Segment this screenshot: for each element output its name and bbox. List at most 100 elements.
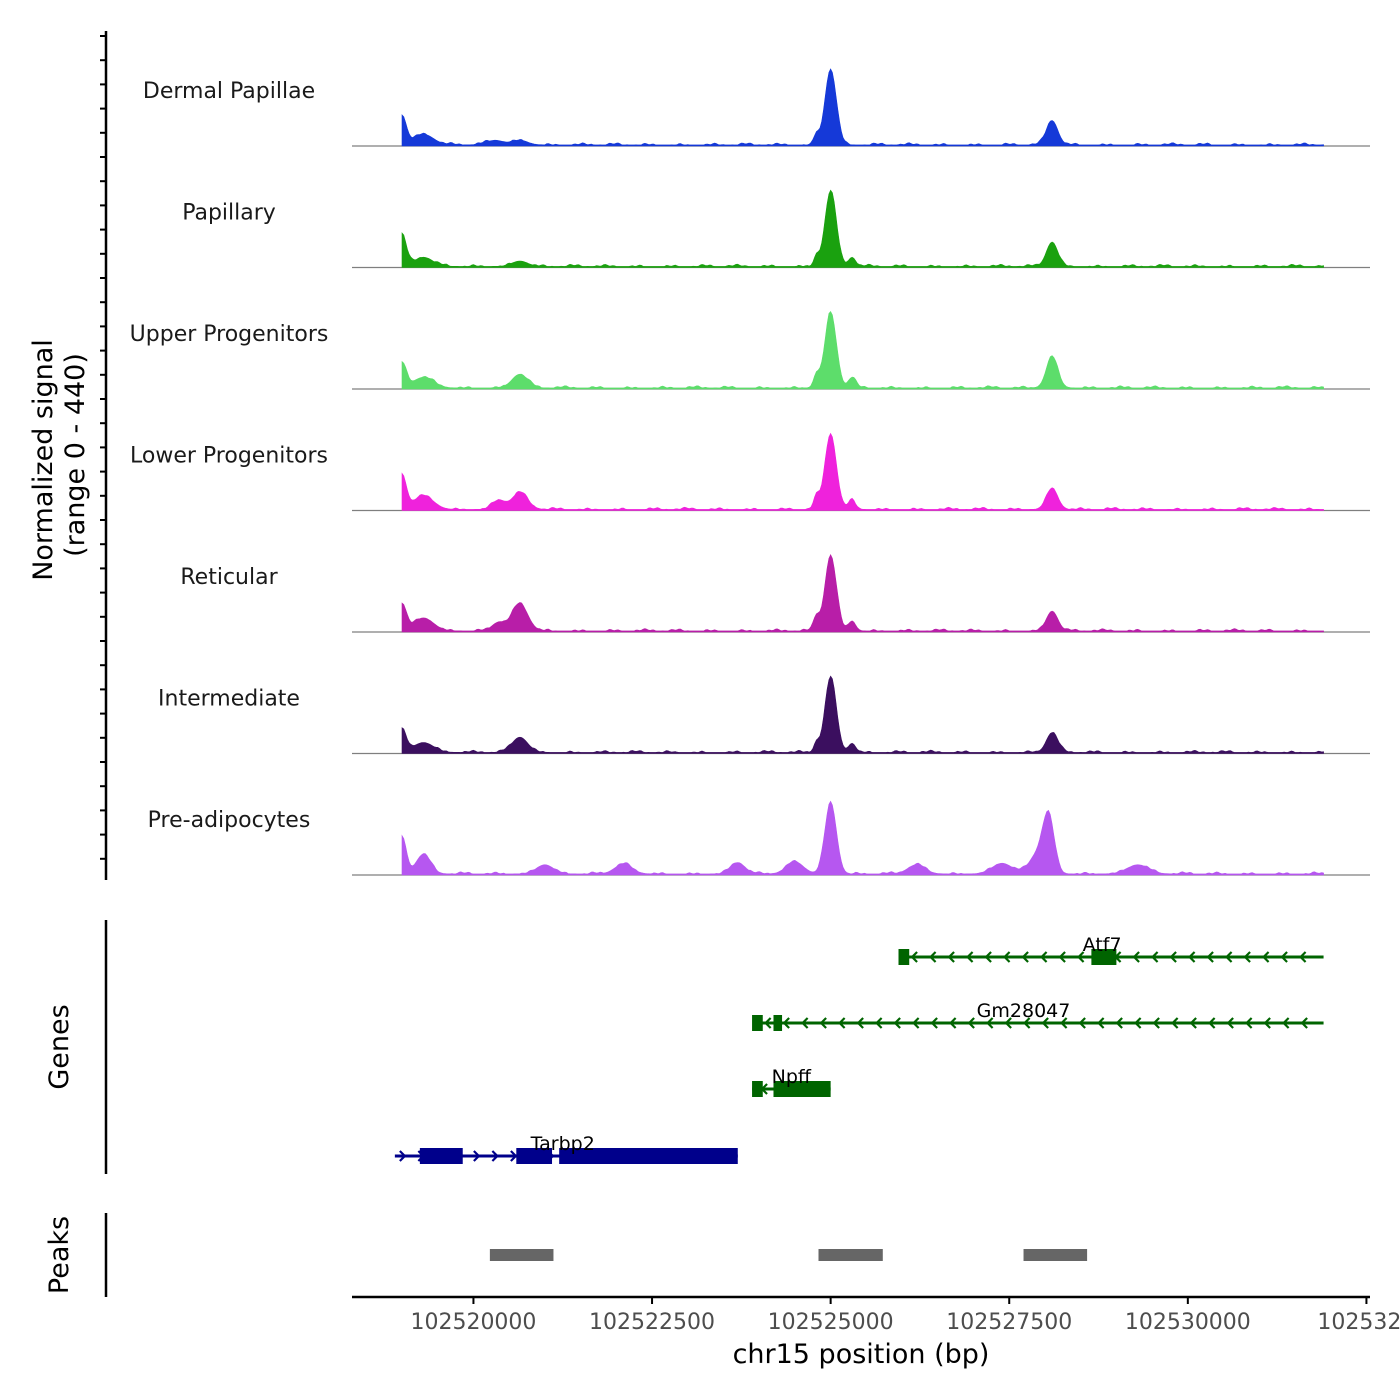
strand-arrow <box>1208 1017 1216 1029</box>
x-tick-label: 102527500 <box>946 1310 1072 1335</box>
strand-arrow <box>1225 951 1233 963</box>
strand-arrow <box>1243 951 1251 963</box>
peak-region <box>1023 1249 1088 1261</box>
x-axis-title: chr15 position (bp) <box>733 1339 990 1370</box>
y-axis-title: Normalized signal <box>28 339 59 581</box>
exon <box>752 1081 763 1097</box>
gene-model: Gm28047 <box>752 1000 1324 1031</box>
strand-arrow <box>510 1150 518 1162</box>
peak-region <box>818 1249 883 1261</box>
strand-arrow <box>1299 951 1307 963</box>
gene-track: Atf7 Gm28047 Npff Tarbp2 <box>394 934 1324 1164</box>
strand-arrow <box>947 951 955 963</box>
track-label: Reticular <box>180 565 278 590</box>
signal-axis-ticks <box>100 35 106 860</box>
gene-label: Atf7 <box>1083 934 1122 956</box>
y-axis-range: (range 0 - 440) <box>60 353 91 557</box>
gene-model: Atf7 <box>898 934 1324 965</box>
signal-track: Pre-adipocytes <box>148 800 1370 876</box>
strand-arrow <box>1115 1017 1123 1029</box>
strand-arrow <box>838 1017 846 1029</box>
strand-arrow <box>1280 951 1288 963</box>
strand-arrow <box>949 1017 957 1029</box>
strand-arrow <box>1151 951 1159 963</box>
peak-region <box>489 1249 554 1261</box>
strand-arrow <box>1132 951 1140 963</box>
strand-arrow <box>782 1017 790 1029</box>
strand-arrow <box>984 951 992 963</box>
strand-arrow <box>966 951 974 963</box>
genes-axis-title: Genes <box>44 1004 75 1089</box>
strand-arrow <box>1004 1017 1012 1029</box>
signal-area <box>401 310 1324 390</box>
signal-area <box>401 189 1324 268</box>
x-tick-label: 102520000 <box>410 1310 536 1335</box>
strand-arrow <box>893 1017 901 1029</box>
exon <box>773 1081 831 1097</box>
strand-arrow <box>1189 1017 1197 1029</box>
track-label: Pre-adipocytes <box>148 808 311 833</box>
signal-track: Upper Progenitors <box>130 310 1370 390</box>
strand-arrow <box>967 1017 975 1029</box>
gene-label: Tarbp2 <box>530 1133 595 1155</box>
signal-area <box>401 432 1324 511</box>
strand-arrow <box>1078 1017 1086 1029</box>
strand-arrow <box>1003 951 1011 963</box>
strand-arrow <box>1097 1017 1105 1029</box>
strand-arrow <box>1282 1017 1290 1029</box>
strand-arrow <box>1245 1017 1253 1029</box>
exon <box>419 1148 463 1164</box>
track-label: Lower Progenitors <box>130 444 328 469</box>
strand-arrow <box>910 951 918 963</box>
strand-arrow <box>1171 1017 1179 1029</box>
signal-area <box>401 800 1324 876</box>
signal-track: Reticular <box>180 553 1370 633</box>
strand-arrow <box>1300 1017 1308 1029</box>
signal-area <box>401 553 1324 633</box>
strand-arrow <box>1077 951 1085 963</box>
strand-arrow <box>1060 1017 1068 1029</box>
x-tick-label: 102530000 <box>1125 1310 1251 1335</box>
strand-arrow <box>930 1017 938 1029</box>
track-label: Papillary <box>182 201 276 226</box>
signal-track: Intermediate <box>158 675 1370 755</box>
gene-model: Npff <box>752 1066 831 1097</box>
strand-arrow <box>491 1150 499 1162</box>
strand-arrow <box>1206 951 1214 963</box>
strand-arrow <box>912 1017 920 1029</box>
exon <box>752 1015 763 1031</box>
signal-track: Papillary <box>182 189 1370 269</box>
peak-track <box>489 1249 1088 1261</box>
strand-arrow <box>801 1017 809 1029</box>
x-tick-label: 1025325 <box>1317 1310 1400 1335</box>
exon <box>898 949 910 965</box>
strand-arrow <box>1021 951 1029 963</box>
strand-arrow <box>856 1017 864 1029</box>
strand-arrow <box>986 1017 994 1029</box>
exon <box>559 1148 738 1164</box>
exon <box>773 1015 783 1031</box>
x-axis-ticks: 102520000 102522500 102525000 102527500 1025… <box>410 1297 1400 1335</box>
strand-arrow <box>1023 1017 1031 1029</box>
signal-area <box>401 68 1324 147</box>
strand-arrow <box>764 1017 772 1029</box>
strand-arrow <box>1152 1017 1160 1029</box>
signal-tracks: Dermal Papillae Papillary Upper Progenitor… <box>130 68 1370 876</box>
strand-arrow <box>1058 951 1066 963</box>
strand-arrow <box>1263 1017 1271 1029</box>
strand-arrow <box>1134 1017 1142 1029</box>
strand-arrow <box>1226 1017 1234 1029</box>
strand-arrow <box>1040 951 1048 963</box>
peaks-axis-title: Peaks <box>44 1216 75 1294</box>
strand-arrow <box>1169 951 1177 963</box>
track-label: Dermal Papillae <box>143 79 315 104</box>
strand-arrow <box>1041 1017 1049 1029</box>
gene-model: Tarbp2 <box>394 1133 738 1164</box>
track-label: Intermediate <box>158 687 300 712</box>
gene-label: Npff <box>772 1066 812 1088</box>
strand-arrow <box>473 1150 481 1162</box>
exon <box>1091 949 1117 965</box>
signal-track: Dermal Papillae <box>143 68 1370 147</box>
gene-label: Gm28047 <box>977 1000 1071 1022</box>
